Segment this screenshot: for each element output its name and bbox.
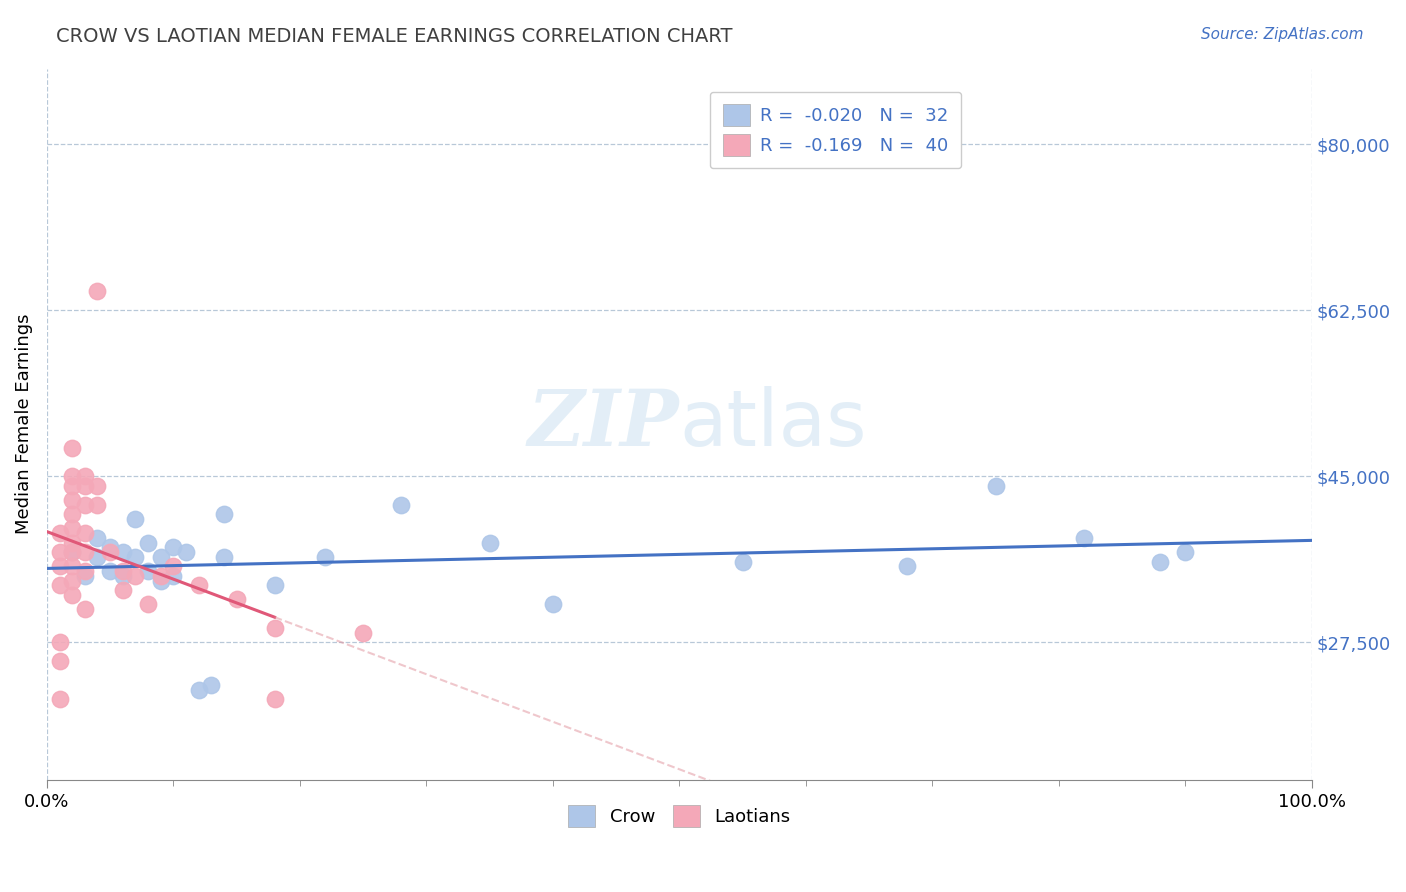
Point [212,549,235,564]
Point [263,692,285,706]
Text: Source: ZipAtlas.com: Source: ZipAtlas.com [1201,27,1364,42]
Point [73,526,96,541]
Point [1073,531,1095,545]
Point [60,479,83,493]
Point [48,692,70,706]
Point [98,545,121,559]
Point [896,559,918,574]
Point [187,578,209,592]
Point [263,578,285,592]
Point [60,535,83,549]
Point [124,549,146,564]
Point [60,545,83,559]
Point [60,559,83,574]
Point [200,678,222,692]
Point [73,602,96,616]
Point [48,654,70,668]
Point [98,541,121,555]
Point [86,285,108,299]
Point [73,545,96,559]
Point [86,531,108,545]
Point [352,625,374,640]
Point [48,635,70,649]
Point [1174,545,1197,559]
Point [149,568,172,582]
Point [212,507,235,521]
Point [541,597,564,611]
Point [111,568,134,582]
Point [124,512,146,526]
Point [60,492,83,507]
Point [187,682,209,697]
Point [48,578,70,592]
Point [73,469,96,483]
Point [48,559,70,574]
Point [162,559,184,574]
Point [174,545,197,559]
Point [73,564,96,578]
Point [48,526,70,541]
Point [73,498,96,512]
Point [1149,555,1171,569]
Point [225,592,247,607]
Point [60,521,83,535]
Point [86,549,108,564]
Point [478,535,501,549]
Point [984,479,1007,493]
Point [111,582,134,597]
Point [60,545,83,559]
Point [73,568,96,582]
Point [389,498,412,512]
Point [731,555,754,569]
Point [162,541,184,555]
Point [73,479,96,493]
Point [98,564,121,578]
Point [86,479,108,493]
Point [136,564,159,578]
Point [136,597,159,611]
Point [124,568,146,582]
Point [60,507,83,521]
Point [111,545,134,559]
Point [48,545,70,559]
Point [60,574,83,588]
Point [149,549,172,564]
Legend: Crow, Laotians: Crow, Laotians [561,798,799,835]
Point [86,498,108,512]
Text: atlas: atlas [679,386,868,462]
Point [60,441,83,455]
Point [60,469,83,483]
Point [162,568,184,582]
Point [263,621,285,635]
Point [136,535,159,549]
Point [149,574,172,588]
Text: CROW VS LAOTIAN MEDIAN FEMALE EARNINGS CORRELATION CHART: CROW VS LAOTIAN MEDIAN FEMALE EARNINGS C… [56,27,733,45]
Y-axis label: Median Female Earnings: Median Female Earnings [15,314,32,534]
Point [60,588,83,602]
Point [314,549,336,564]
Point [111,564,134,578]
Text: ZIP: ZIP [527,386,679,462]
